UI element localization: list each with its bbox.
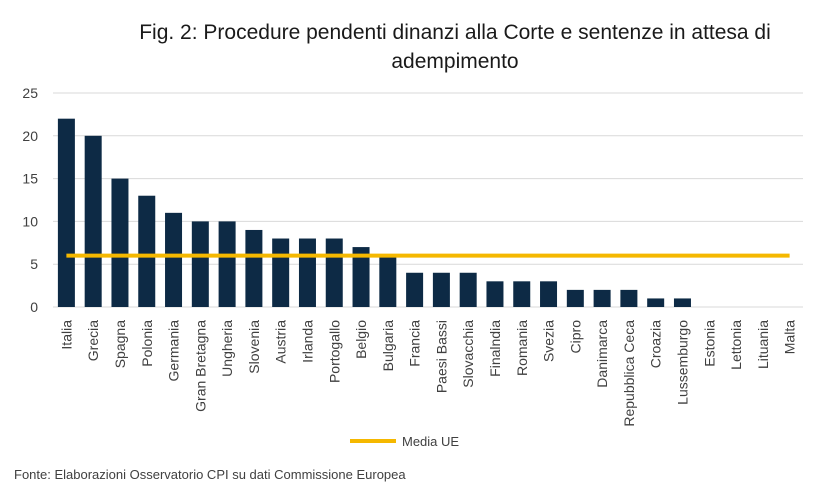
x-tick-label: Belgio [353,320,369,359]
bar-ungheria [218,221,236,307]
legend: Media UE [350,431,459,451]
x-tick-label: Austria [273,320,289,364]
x-tick-label: Cipro [567,320,583,354]
x-tick-label: Ungheria [219,320,235,377]
bar-lussemburgo [673,298,691,307]
x-tick-label: Gran Bretagna [192,320,208,412]
x-tick-label: Spagna [112,320,128,368]
x-tick-label: Finalndia [487,320,503,377]
x-tick-label: Slovacchia [460,320,476,388]
bar-bulgaria [379,255,397,307]
bar-slovenia [245,229,263,307]
x-tick-label: Lituania [755,320,771,369]
x-tick-label: Italia [58,320,74,350]
x-tick-label: Bulgaria [380,320,396,372]
y-tick-label: 15 [22,171,38,187]
bar-slovacchia [459,272,477,307]
bar-paesi-bassi [432,272,450,307]
x-tick-label: Slovenia [246,320,262,374]
bar-finalndia [486,281,504,307]
bar-romania [513,281,531,307]
bar-polonia [138,195,156,307]
x-tick-label: Paesi Bassi [433,320,449,393]
bar-francia [406,272,424,307]
legend-label-media-ue: Media UE [402,433,460,449]
x-tick-label: Romania [514,320,530,376]
source-note: Fonte: Elaborazioni Osservatorio CPI su … [14,467,406,482]
y-tick-label: 25 [22,85,38,101]
x-tick-label: Lussemburgo [674,320,690,405]
bar-germania [165,212,183,307]
x-tick-label: Estonia [701,320,717,367]
chart-title: Fig. 2: Procedure pendenti dinanzi alla … [139,21,771,73]
y-tick-label: 20 [22,128,38,144]
bar-svezia [540,281,558,307]
bar-danimarca [593,289,611,307]
bar-italia [57,118,75,308]
x-tick-label: Malta [782,320,798,354]
x-tick-label: Danimarca [594,320,610,388]
bar-spagna [111,178,129,307]
x-tick-label: Repubblica Ceca [621,320,637,427]
bar-austria [272,238,290,307]
bars [57,118,691,308]
bar-gran-bretagna [191,221,209,307]
y-axis-ticks: 0 5 10 15 20 25 [22,85,38,315]
x-tick-label: Irlanda [299,320,315,363]
x-tick-label: Grecia [85,320,101,361]
x-tick-label: Croazia [648,320,664,368]
legend-swatch-media-ue [350,439,396,443]
bar-croazia [647,298,665,307]
bar-portogallo [325,238,343,307]
x-tick-label: Germania [166,320,182,382]
bar-belgio [352,247,370,307]
x-tick-label: Svezia [541,320,557,362]
x-tick-label: Francia [407,320,423,367]
y-tick-label: 5 [30,256,38,272]
bar-repubblica-ceca [620,289,638,307]
bar-grecia [84,135,102,307]
y-tick-label: 10 [22,213,38,229]
x-tick-label: Portogallo [326,320,342,383]
bar-cipro [566,289,584,307]
x-tick-label: Lettonia [728,320,744,370]
y-tick-label: 0 [30,299,38,315]
x-tick-label: Polonia [139,320,155,367]
x-axis-labels: Italia Grecia Spagna Polonia Germania Gran Br… [58,320,797,427]
bar-irlanda [298,238,316,307]
